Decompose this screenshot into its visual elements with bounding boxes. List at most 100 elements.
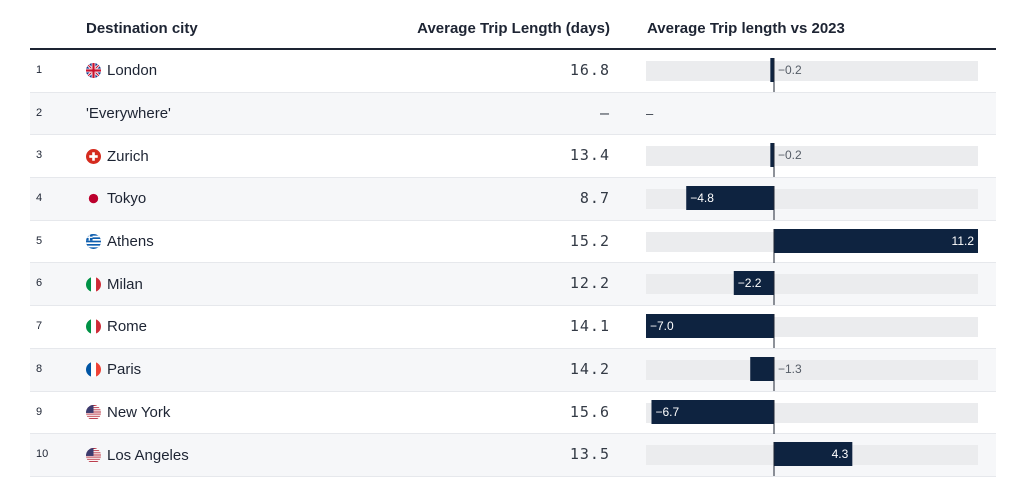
header-trip-length-vs-2023: Average Trip length vs 2023 xyxy=(647,20,845,37)
row-city-name: Zurich xyxy=(107,147,149,165)
bar-value-label: −7.0 xyxy=(650,319,674,333)
usa-flag-icon xyxy=(86,447,101,463)
row-city-name: Paris xyxy=(107,361,142,379)
italy-flag-icon xyxy=(86,276,101,292)
bar-track xyxy=(646,61,978,81)
row-city: Rome xyxy=(86,306,147,348)
bar-chart-svg: −0.2 xyxy=(646,58,978,92)
row-city-name: Athens xyxy=(107,233,154,251)
table-row: 9 New York 15.6 −6.7 xyxy=(30,392,996,435)
bar-chart-svg: −1.3 xyxy=(646,356,978,391)
bar-chart-svg: −6.7 xyxy=(646,399,978,434)
row-city-name: Rome xyxy=(107,318,148,336)
bar-los-angeles xyxy=(774,442,853,467)
row-rank: 1 xyxy=(36,64,43,76)
row-vs-2023-chart: −7.0 xyxy=(646,314,978,349)
uk-flag-icon xyxy=(86,63,101,79)
row-average-trip-length: 13.4 xyxy=(569,146,610,165)
bar-value-label: 11.2 xyxy=(952,234,975,248)
row-city: Los Angeles xyxy=(86,434,189,476)
bar-value-label: −1.3 xyxy=(778,362,802,376)
bar-value-label: −6.7 xyxy=(655,405,679,419)
row-rank: 4 xyxy=(36,192,43,205)
bar-value-label: −2.2 xyxy=(738,276,762,290)
bar-value-label: 4.3 xyxy=(832,447,849,461)
row-average-trip-length: 12.2 xyxy=(569,274,610,293)
japan-flag-icon xyxy=(86,191,101,206)
row-average-trip-length: 13.5 xyxy=(569,445,610,464)
row-city-name: Los Angeles xyxy=(107,446,189,464)
bar-zurich xyxy=(770,143,774,168)
row-rank: 5 xyxy=(36,234,43,247)
row-city-name: New York xyxy=(107,403,171,421)
row-city: Zurich xyxy=(86,135,149,177)
bar-track xyxy=(646,359,978,380)
row-average-trip-length: 14.1 xyxy=(569,317,610,336)
table-row: 1 London 16.8 −0.2 xyxy=(30,50,996,93)
swiss-flag-icon xyxy=(86,148,101,164)
row-vs-2023-chart: −4.8 xyxy=(646,186,978,221)
table-row: 3 Zurich 13.4 −0.2 xyxy=(30,135,996,179)
row-city-name: Milan xyxy=(107,275,143,293)
bar-rome xyxy=(646,314,774,339)
row-average-trip-length: 16.8 xyxy=(569,61,610,79)
row-city-name: Tokyo xyxy=(107,190,147,208)
bar-chart-svg: 4.3 xyxy=(646,442,978,477)
bar-athens xyxy=(774,228,978,253)
table-body: 1 London 16.8 −0.2 2 'Everywhere' – – 3 Zurich 13.… xyxy=(30,50,996,477)
row-city: Milan xyxy=(86,263,143,305)
row-average-trip-length: 14.2 xyxy=(569,359,610,378)
row-vs-2023-empty: – xyxy=(646,105,654,121)
row-city: New York xyxy=(86,392,170,434)
header-destination-city: Destination city xyxy=(86,20,198,37)
bar-paris xyxy=(750,356,774,381)
row-city: Paris xyxy=(86,349,141,391)
trip-length-table: Destination city Average Trip Length (da… xyxy=(30,10,996,477)
row-vs-2023-chart: −2.2 xyxy=(646,271,978,306)
row-rank: 8 xyxy=(36,362,43,375)
italy-flag-icon xyxy=(86,319,101,335)
row-average-trip-length: 15.2 xyxy=(569,231,610,250)
bar-chart-svg: −7.0 xyxy=(646,314,978,349)
row-city: 'Everywhere' xyxy=(86,93,171,135)
header-average-trip-length: Average Trip Length (days) xyxy=(417,20,610,37)
row-rank: 2 xyxy=(36,106,43,119)
table-row: 10 Los Angeles 13.5 4.3 xyxy=(30,434,996,477)
bar-chart-svg: −4.8 xyxy=(646,186,978,221)
row-city: Tokyo xyxy=(86,178,146,220)
bar-track xyxy=(646,274,978,295)
table-row: 5 Athens 15.2 11.2 xyxy=(30,221,996,264)
table-row: 6 Milan 12.2 −2.2 xyxy=(30,263,996,307)
row-vs-2023-chart: −1.3 xyxy=(646,356,978,391)
row-vs-2023-chart: −0.2 xyxy=(646,58,978,92)
row-city: Athens xyxy=(86,221,154,263)
bar-london xyxy=(770,58,774,82)
bar-chart-svg: −0.2 xyxy=(646,143,978,178)
bar-milan xyxy=(733,271,774,296)
row-average-trip-length: 15.6 xyxy=(569,402,610,421)
row-rank: 6 xyxy=(36,277,43,290)
row-city-name: 'Everywhere' xyxy=(86,105,171,123)
bar-track xyxy=(646,146,978,167)
row-rank: 9 xyxy=(36,405,43,418)
row-city: London xyxy=(86,50,157,92)
row-city-name: London xyxy=(107,62,158,80)
bar-tokyo xyxy=(686,186,774,211)
bar-new-york xyxy=(651,399,774,424)
row-average-trip-length: – xyxy=(599,103,610,122)
row-average-trip-length: 8.7 xyxy=(579,189,610,208)
row-rank: 7 xyxy=(36,320,43,333)
table-row: 2 'Everywhere' – – xyxy=(30,92,996,136)
bar-value-label: −0.2 xyxy=(778,148,802,162)
row-vs-2023-chart: 11.2 xyxy=(646,228,978,263)
france-flag-icon xyxy=(86,362,101,378)
bar-chart-svg: 11.2 xyxy=(646,228,978,263)
bar-value-label: −4.8 xyxy=(690,191,714,205)
usa-flag-icon xyxy=(86,404,101,420)
greece-flag-icon xyxy=(86,234,101,250)
table-header: Destination city Average Trip Length (da… xyxy=(30,10,996,50)
row-rank: 10 xyxy=(36,448,49,461)
row-rank: 3 xyxy=(36,149,43,162)
bar-value-label: −0.2 xyxy=(778,63,802,77)
table-row: 8 Paris 14.2 −1.3 xyxy=(30,348,996,392)
